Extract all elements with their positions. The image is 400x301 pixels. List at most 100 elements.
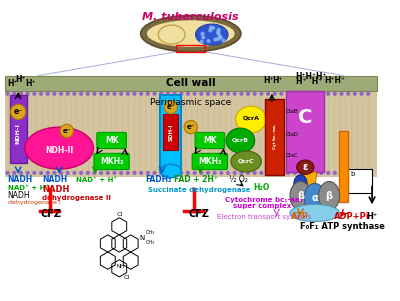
- Circle shape: [106, 92, 110, 96]
- Circle shape: [212, 171, 217, 175]
- Circle shape: [246, 92, 250, 96]
- Circle shape: [326, 92, 330, 96]
- Circle shape: [12, 92, 16, 96]
- Circle shape: [286, 171, 290, 175]
- Circle shape: [6, 92, 10, 96]
- Circle shape: [159, 171, 163, 175]
- Circle shape: [253, 92, 257, 96]
- Circle shape: [206, 39, 211, 43]
- Circle shape: [164, 101, 178, 114]
- Circle shape: [366, 92, 370, 96]
- Circle shape: [218, 36, 223, 40]
- Text: M. tuberculosis: M. tuberculosis: [142, 12, 239, 22]
- Text: Succinate dehydrogenase: Succinate dehydrogenase: [148, 187, 250, 193]
- Circle shape: [92, 92, 96, 96]
- Text: e⁻: e⁻: [14, 107, 23, 116]
- Circle shape: [192, 171, 197, 175]
- Text: CFZ: CFZ: [40, 209, 61, 219]
- Circle shape: [200, 32, 205, 36]
- Circle shape: [209, 26, 213, 30]
- Circle shape: [172, 92, 177, 96]
- Circle shape: [293, 92, 297, 96]
- Circle shape: [26, 92, 30, 96]
- Circle shape: [146, 171, 150, 175]
- Circle shape: [273, 92, 277, 96]
- Ellipse shape: [226, 128, 255, 153]
- Circle shape: [266, 92, 270, 96]
- Circle shape: [313, 171, 317, 175]
- Text: FAD + 2H⁺: FAD + 2H⁺: [174, 175, 218, 185]
- Ellipse shape: [290, 182, 311, 210]
- Text: NAD⁺ + H⁺: NAD⁺ + H⁺: [8, 185, 49, 191]
- Text: e⁻: e⁻: [166, 104, 175, 110]
- Text: MKH₂: MKH₂: [100, 157, 123, 166]
- Circle shape: [32, 171, 36, 175]
- Ellipse shape: [141, 16, 241, 52]
- Circle shape: [32, 92, 36, 96]
- Circle shape: [279, 171, 284, 175]
- Text: H⁺H⁺: H⁺H⁺: [324, 76, 345, 85]
- Circle shape: [226, 171, 230, 175]
- Circle shape: [199, 171, 203, 175]
- Text: CFZ: CFZ: [189, 209, 210, 219]
- Circle shape: [319, 171, 324, 175]
- Text: β: β: [297, 191, 304, 201]
- Text: NADH: NADH: [8, 175, 33, 185]
- Text: C: C: [298, 108, 312, 127]
- FancyBboxPatch shape: [195, 132, 225, 149]
- Text: Cell wall: Cell wall: [166, 78, 216, 88]
- Circle shape: [139, 171, 143, 175]
- Text: CtaC: CtaC: [286, 153, 299, 158]
- Bar: [160, 95, 181, 171]
- Text: H⁺  H⁺: H⁺ H⁺: [296, 77, 322, 86]
- Ellipse shape: [231, 151, 261, 172]
- Ellipse shape: [294, 175, 307, 194]
- Circle shape: [219, 171, 224, 175]
- Text: ½ O₂: ½ O₂: [229, 175, 248, 185]
- Circle shape: [366, 171, 370, 175]
- Bar: [163, 114, 178, 150]
- Text: F₀F₁ ATP synthase: F₀F₁ ATP synthase: [300, 222, 385, 231]
- Circle shape: [212, 92, 217, 96]
- Circle shape: [232, 171, 237, 175]
- Circle shape: [333, 171, 337, 175]
- Text: FADH₂: FADH₂: [145, 175, 172, 185]
- Bar: [339, 131, 348, 203]
- Text: Cytochrome bc₁-aa₃: Cytochrome bc₁-aa₃: [225, 197, 303, 203]
- Text: CtaB: CtaB: [286, 109, 299, 114]
- Circle shape: [186, 171, 190, 175]
- Text: QcrA: QcrA: [242, 115, 259, 120]
- Text: NDH-II: NDH-II: [45, 147, 73, 156]
- Circle shape: [239, 92, 244, 96]
- Circle shape: [201, 35, 205, 39]
- Circle shape: [79, 92, 83, 96]
- Circle shape: [346, 171, 350, 175]
- Circle shape: [211, 26, 215, 30]
- Circle shape: [99, 171, 103, 175]
- Circle shape: [92, 171, 96, 175]
- Text: b: b: [350, 171, 354, 177]
- Circle shape: [340, 92, 344, 96]
- Circle shape: [293, 171, 297, 175]
- Wedge shape: [294, 178, 315, 195]
- Ellipse shape: [304, 183, 325, 212]
- Text: Cl: Cl: [116, 213, 122, 217]
- Text: NADH: NADH: [42, 175, 67, 185]
- Ellipse shape: [196, 24, 228, 45]
- Text: NADH: NADH: [42, 185, 69, 194]
- Circle shape: [199, 92, 203, 96]
- Circle shape: [333, 92, 337, 96]
- Circle shape: [99, 92, 103, 96]
- FancyBboxPatch shape: [94, 154, 129, 169]
- Circle shape: [340, 171, 344, 175]
- Text: e⁻: e⁻: [62, 128, 71, 134]
- Ellipse shape: [290, 204, 340, 222]
- Text: CH₃: CH₃: [146, 230, 155, 235]
- Circle shape: [200, 40, 204, 44]
- Wedge shape: [300, 172, 317, 193]
- Circle shape: [259, 171, 264, 175]
- Circle shape: [10, 104, 26, 119]
- Text: NH: NH: [116, 264, 125, 269]
- Circle shape: [86, 92, 90, 96]
- Circle shape: [186, 92, 190, 96]
